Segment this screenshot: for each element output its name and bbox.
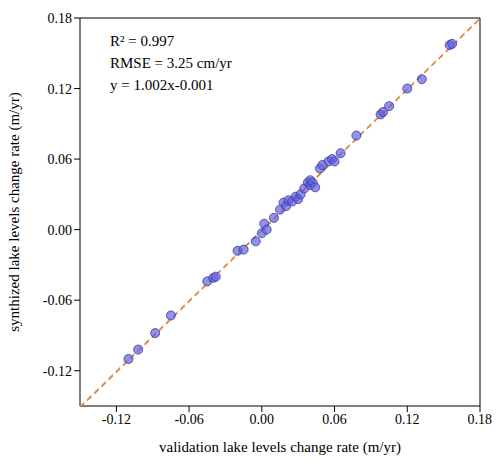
svg-text:-0.06: -0.06 bbox=[43, 293, 72, 308]
svg-text:0.18: 0.18 bbox=[48, 11, 73, 26]
svg-text:0.18: 0.18 bbox=[468, 412, 493, 427]
svg-text:0.00: 0.00 bbox=[48, 223, 73, 238]
svg-text:validation lake levels change: validation lake levels change rate (m/yr… bbox=[159, 439, 401, 456]
html-text:y = 1.002x-0.001: y = 1.002x-0.001 bbox=[110, 77, 214, 93]
svg-text:synthized lake levels change r: synthized lake levels change rate (m/yr) bbox=[8, 92, 23, 331]
svg-text:0.00: 0.00 bbox=[250, 412, 275, 427]
html-text:RMSE = 3.25 cm/yr: RMSE = 3.25 cm/yr bbox=[110, 55, 232, 71]
svg-text:-0.12: -0.12 bbox=[102, 412, 131, 427]
html-text:R² = 0.997: R² = 0.997 bbox=[110, 33, 175, 49]
svg-text:0.06: 0.06 bbox=[322, 412, 347, 427]
svg-text:0.12: 0.12 bbox=[395, 412, 420, 427]
svg-text:0.12: 0.12 bbox=[48, 82, 73, 97]
svg-text:-0.06: -0.06 bbox=[175, 412, 204, 427]
svg-text:-0.12: -0.12 bbox=[43, 364, 72, 379]
svg-text:0.06: 0.06 bbox=[48, 152, 73, 167]
